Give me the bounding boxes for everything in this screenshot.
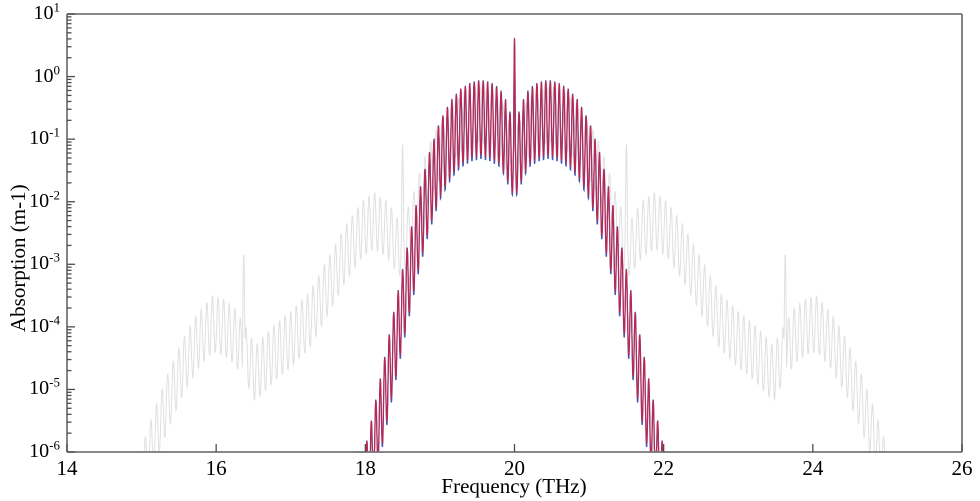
x-tick-label: 24	[802, 456, 824, 480]
y-tick-label: 100	[33, 61, 61, 87]
narrow-comb-spectrum-curve	[355, 37, 674, 453]
axes-ticks	[66, 13, 963, 453]
y-tick-label: 10-6	[29, 437, 60, 462]
y-tick-label: 10-5	[29, 374, 60, 400]
y-tick-label: 10-3	[29, 249, 60, 275]
x-axis-title: Frequency (THz)	[441, 474, 587, 498]
x-tick-label: 16	[205, 456, 227, 480]
y-tick-label: 10-1	[29, 124, 60, 150]
x-tick-label: 20	[504, 456, 525, 480]
x-tick-label: 18	[354, 456, 376, 480]
broad-comb-spectrum-curve	[132, 57, 897, 453]
x-tick-label: 22	[653, 456, 675, 480]
y-tick-label: 10-4	[29, 312, 60, 337]
y-tick-label: 101	[33, 0, 61, 24]
narrow-comb-spectrum-reference-curve	[355, 38, 674, 453]
x-tick-label: 14	[56, 456, 78, 480]
spectrum-curves	[132, 37, 897, 453]
y-tick-label: 10-2	[29, 187, 60, 212]
y-axis-title: Absorption (m-1)	[6, 184, 30, 332]
x-tick-label: 26	[951, 456, 973, 480]
